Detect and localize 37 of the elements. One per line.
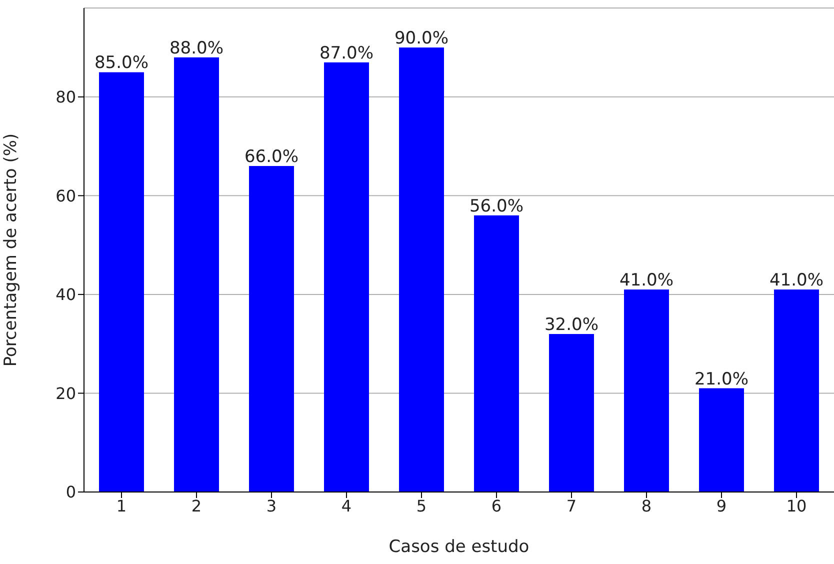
bar: [249, 166, 294, 492]
bar: [99, 72, 144, 492]
x-tick-label: 10: [786, 496, 807, 516]
x-tick-label: 5: [416, 496, 427, 516]
data-label: 85.0%: [94, 53, 149, 74]
y-tick-label: 20: [56, 384, 76, 403]
x-tick-label: 9: [716, 496, 727, 516]
data-label: 41.0%: [769, 270, 824, 291]
bar: [549, 334, 594, 492]
x-tick-label: 6: [491, 496, 502, 516]
bar: [174, 57, 219, 492]
bar: [474, 215, 519, 492]
data-label: 66.0%: [244, 147, 299, 168]
x-tick-label: 7: [566, 496, 577, 516]
data-label: 90.0%: [394, 28, 449, 49]
y-tick-label: 80: [56, 88, 76, 107]
y-axis-title: Porcentagem de acerto (%): [1, 133, 22, 367]
data-label: 41.0%: [619, 270, 674, 291]
data-label: 87.0%: [319, 43, 374, 64]
x-axis-title: Casos de estudo: [388, 537, 530, 557]
x-tick-label: 8: [641, 496, 652, 516]
bar: [624, 290, 669, 492]
y-tick-label: 40: [56, 285, 76, 304]
data-label: 56.0%: [469, 196, 524, 216]
data-label: 32.0%: [544, 314, 599, 335]
x-tick-label: 4: [341, 496, 352, 516]
bar: [324, 62, 369, 492]
data-label: 21.0%: [694, 369, 749, 390]
y-tick-label: 0: [66, 482, 76, 502]
x-tick-label: 3: [266, 496, 277, 516]
bar: [699, 388, 744, 492]
bar: [774, 290, 819, 492]
x-tick-label: 2: [191, 496, 202, 516]
bar: [399, 48, 444, 492]
y-tick-label: 60: [56, 186, 76, 206]
x-tick-label: 1: [116, 496, 127, 516]
data-label: 88.0%: [169, 38, 224, 58]
